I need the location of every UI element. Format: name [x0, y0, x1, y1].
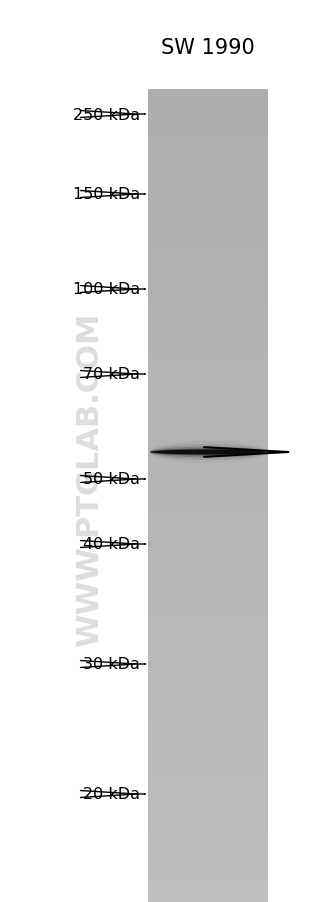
Text: 100 kDa: 100 kDa [73, 282, 140, 297]
Text: WWW.PTGLAB.COM: WWW.PTGLAB.COM [76, 312, 105, 647]
Ellipse shape [150, 441, 266, 464]
Text: 50 kDa: 50 kDa [83, 472, 140, 487]
Text: 250 kDa: 250 kDa [73, 107, 140, 123]
Ellipse shape [150, 445, 266, 461]
Text: 150 kDa: 150 kDa [73, 188, 140, 202]
Text: 40 kDa: 40 kDa [83, 537, 140, 552]
Ellipse shape [150, 449, 266, 456]
Text: SW 1990: SW 1990 [161, 38, 255, 58]
Ellipse shape [150, 452, 266, 454]
Text: 70 kDa: 70 kDa [83, 367, 140, 382]
Text: 30 kDa: 30 kDa [83, 657, 140, 672]
Ellipse shape [150, 447, 266, 458]
Ellipse shape [150, 450, 266, 455]
Ellipse shape [153, 450, 263, 455]
Bar [148, 90, 268, 902]
Text: 20 kDa: 20 kDa [83, 787, 140, 802]
